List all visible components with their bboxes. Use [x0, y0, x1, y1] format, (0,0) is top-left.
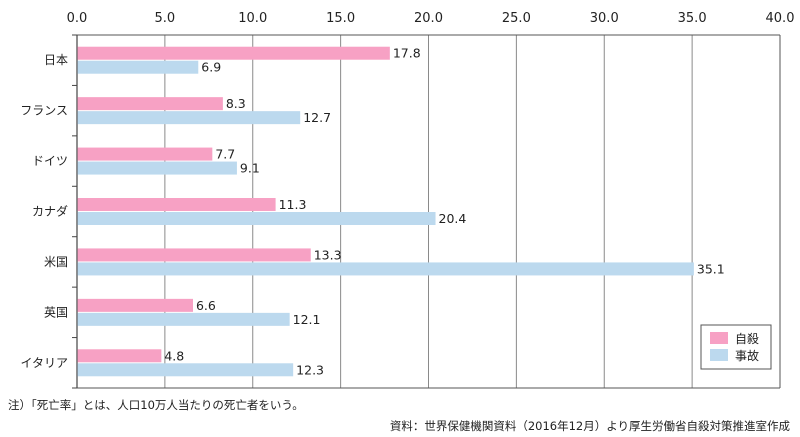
data-label-s0-c0: 17.8: [393, 46, 421, 61]
bar-s1-c4: [77, 262, 694, 276]
category-label-3: カナダ: [32, 204, 68, 219]
bar-s0-c2: [77, 147, 213, 161]
x-tick-label-3: 15.0: [326, 11, 355, 26]
legend-box: [700, 324, 772, 370]
data-label-s1-c2: 9.1: [240, 161, 260, 176]
legend-label-0: 自殺: [735, 332, 759, 346]
category-label-0: 日本: [44, 53, 68, 67]
x-tick-label-7: 35.0: [678, 11, 707, 26]
bar-s0-c0: [77, 46, 390, 60]
x-tick-label-1: 5.0: [155, 11, 176, 26]
data-label-s1-c1: 12.7: [303, 110, 331, 125]
source-note: 資料：世界保健機関資料（2016年12月）より厚生労働省自殺対策推進室作成: [389, 419, 790, 433]
data-label-s0-c4: 13.3: [314, 247, 342, 262]
legend-swatch-1: [710, 349, 728, 361]
category-label-2: ドイツ: [32, 154, 68, 168]
gridlines: [72, 34, 781, 389]
bar-s1-c0: [77, 60, 199, 74]
bar-s1-c5: [77, 312, 290, 326]
data-label-s0-c1: 8.3: [226, 96, 246, 111]
x-tick-label-4: 20.0: [414, 11, 443, 26]
x-tick-label-5: 25.0: [502, 11, 531, 26]
bar-s1-c1: [77, 111, 301, 125]
legend-swatch-0: [710, 332, 728, 344]
bars: 17.8 6.9 8.3 12.7 7.7 9.1 11.3 20.4 13.3 35.1 6.6 1…: [77, 46, 725, 377]
bar-s0-c1: [77, 97, 223, 111]
category-label-1: フランス: [20, 104, 68, 118]
data-label-s0-c5: 6.6: [196, 298, 216, 313]
bar-chart: 0.0 5.0 10.0 15.0 20.0 25.0 30.0 35.0 40.0 17.8 6…: [20, 11, 795, 389]
data-label-s1-c5: 12.1: [293, 312, 321, 327]
x-tick-label-2: 10.0: [238, 11, 267, 26]
data-label-s1-c4: 35.1: [697, 261, 725, 276]
data-label-s1-c6: 12.3: [296, 362, 324, 377]
data-label-s1-c0: 6.9: [201, 60, 221, 75]
data-label-s1-c3: 20.4: [439, 211, 467, 226]
category-label-5: 英国: [44, 305, 68, 319]
category-label-6: イタリア: [20, 356, 68, 370]
data-label-s0-c6: 4.8: [164, 348, 184, 363]
bar-s1-c3: [77, 212, 436, 225]
bar-s0-c3: [77, 198, 276, 211]
data-label-s0-c2: 7.7: [215, 147, 235, 162]
bar-s1-c6: [77, 363, 294, 377]
x-axis-ticks: 0.0 5.0 10.0 15.0 20.0 25.0 30.0 35.0 40.0: [67, 11, 795, 26]
x-tick-label-6: 30.0: [590, 11, 619, 26]
footnote: 注）「死亡率」とは、人口10万人当たりの死亡者をいう。: [8, 398, 304, 412]
bar-s0-c5: [77, 298, 193, 312]
bar-s0-c6: [77, 349, 162, 363]
data-label-s0-c3: 11.3: [279, 197, 307, 212]
x-tick-label-8: 40.0: [766, 11, 795, 26]
legend-label-1: 事故: [735, 348, 759, 363]
bar-s0-c4: [77, 248, 311, 262]
x-tick-label-0: 0.0: [67, 11, 88, 26]
bar-s1-c2: [77, 161, 237, 175]
category-label-4: 米国: [44, 255, 68, 269]
